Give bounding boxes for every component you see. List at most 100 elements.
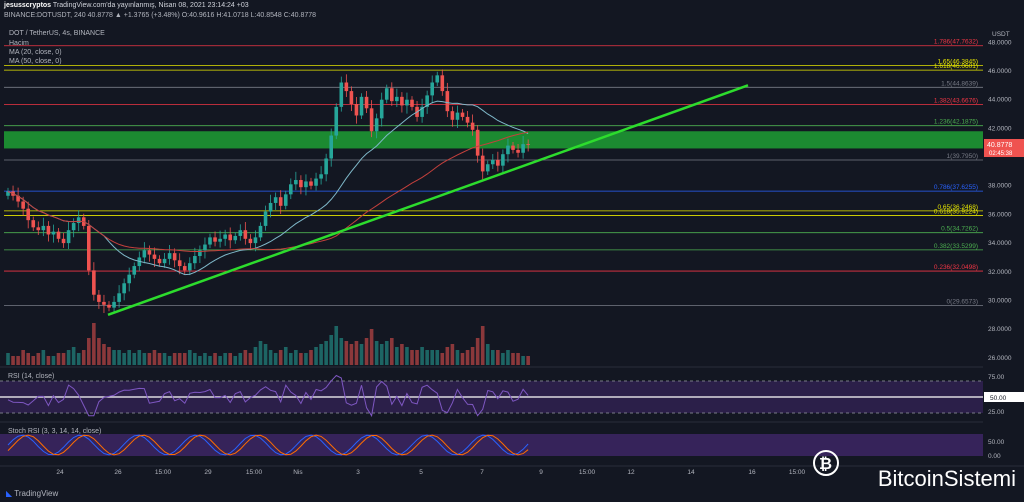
candle-body xyxy=(243,230,248,239)
stoch-label: Stoch RSI (3, 3, 14, 14, close) xyxy=(8,428,101,435)
x-tick-label: 9 xyxy=(539,469,543,476)
candle-body xyxy=(329,135,333,159)
volume-bar xyxy=(289,353,293,365)
volume-bar xyxy=(81,350,86,365)
stoch-d-line xyxy=(7,434,529,456)
volume-bar xyxy=(147,353,152,365)
candle-body xyxy=(400,96,404,106)
candle-body xyxy=(263,211,268,226)
candle-body xyxy=(6,191,10,196)
y-tick-label: 38.0000 xyxy=(988,183,1012,190)
volume-bar xyxy=(223,353,227,365)
time-axis[interactable]: 24 26 15:00 29 15:00 Nis 3 5 7 9 15:00 12 14 16 15:00 xyxy=(56,469,805,476)
candle-body xyxy=(177,260,182,267)
y-tick-label: 26.0000 xyxy=(988,355,1012,362)
volume-bar xyxy=(213,353,217,365)
candle-body xyxy=(46,225,51,235)
volume-bar xyxy=(243,350,248,365)
volume-bar xyxy=(162,353,167,365)
candle-body xyxy=(324,158,328,175)
x-tick-label: Nis xyxy=(293,469,303,476)
volume-bar xyxy=(405,347,409,365)
volume-bar xyxy=(142,353,147,365)
stoch-rsi-pane[interactable]: Stoch RSI (3, 3, 14, 14, close) 50.00 0.… xyxy=(0,421,1005,460)
candle-body xyxy=(167,253,172,259)
volume-bar xyxy=(455,350,460,365)
candle-body xyxy=(480,155,485,172)
volume-bar xyxy=(334,326,339,365)
volume-bar xyxy=(228,353,232,365)
candle-body xyxy=(460,112,465,117)
candle-body xyxy=(405,99,409,106)
volume-bar xyxy=(415,350,419,365)
volume-bar xyxy=(61,353,66,365)
candle-body xyxy=(496,159,500,166)
legend-symbol[interactable]: DOT / TetherUS, 4s, BINANCE xyxy=(9,30,105,37)
rsi-top-label: 75.00 xyxy=(988,374,1005,381)
candle-body xyxy=(268,202,273,212)
x-tick-label: 29 xyxy=(204,469,212,476)
volume-bar xyxy=(258,341,263,365)
volume-bar xyxy=(71,347,76,365)
volume-bar xyxy=(51,356,56,365)
volume-bar xyxy=(450,344,455,365)
x-tick-label: 15:00 xyxy=(246,469,263,476)
volume-bar xyxy=(506,350,510,365)
volume-bar xyxy=(475,338,480,365)
volume-bar xyxy=(208,356,212,365)
volume-bar xyxy=(21,350,25,365)
candle-body xyxy=(36,227,41,231)
legend-ma50[interactable]: MA (50, close, 0) xyxy=(9,58,62,65)
x-tick-label: 12 xyxy=(627,469,635,476)
candle-body xyxy=(470,122,475,130)
svg-text:₿: ₿ xyxy=(819,455,832,473)
rsi-pane[interactable]: RSI (14, close) 75.00 50.00 25.00 xyxy=(0,366,1024,418)
fib-retracement[interactable]: 1.786(47.7632) 1.65(46.3845)1.618(46.0601… xyxy=(4,39,983,306)
volume-bar xyxy=(526,356,530,365)
y-tick-label: 32.0000 xyxy=(988,269,1012,276)
candle-body xyxy=(157,258,162,264)
legend-ma20[interactable]: MA (20, close, 0) xyxy=(9,49,62,56)
fib-label-7: 0.786(37.6255) xyxy=(934,184,978,191)
current-price: 40.8778 xyxy=(987,142,1012,149)
x-tick-label: 7 xyxy=(480,469,484,476)
candle-body xyxy=(87,225,91,271)
volume-bar xyxy=(430,350,434,365)
volume-bar xyxy=(122,353,126,365)
legend-volume[interactable]: Hacim xyxy=(9,40,29,47)
countdown: 02:45:38 xyxy=(989,151,1013,157)
x-tick-label: 15:00 xyxy=(789,469,806,476)
volume-bar xyxy=(420,347,424,365)
fib-label-11: 0.382(33.5299) xyxy=(934,243,978,250)
support-zone[interactable] xyxy=(4,131,983,149)
candle-body xyxy=(319,174,323,179)
x-tick-label: 15:00 xyxy=(155,469,172,476)
volume-bar xyxy=(6,353,10,365)
candle-body xyxy=(369,108,374,132)
candle-body xyxy=(253,237,258,244)
volume-bar xyxy=(66,350,71,365)
volume-bar xyxy=(339,338,344,365)
volume-bar xyxy=(16,356,20,365)
volume-bar xyxy=(400,344,404,365)
volume-bar xyxy=(294,350,298,365)
volume-bar xyxy=(238,353,243,365)
fib-label-13: 0(29.6573) xyxy=(947,298,978,305)
candle-body xyxy=(218,238,222,242)
trendline[interactable] xyxy=(107,84,749,316)
x-tick-label: 16 xyxy=(748,469,756,476)
candle-body xyxy=(334,106,339,136)
volume-bar xyxy=(364,338,369,365)
candle-body xyxy=(304,181,308,188)
candle-body xyxy=(390,88,394,102)
volume-bar xyxy=(97,338,101,365)
fib-label-10: 0.5(34.7262) xyxy=(941,226,978,233)
candle-body xyxy=(349,91,354,105)
volume-bar xyxy=(76,353,81,365)
price-axis[interactable]: 48.0000 46.0000 44.0000 42.0000 38.0000 36.00… xyxy=(988,39,1012,361)
tradingview-brand[interactable]: ◣ TradingView xyxy=(6,489,58,498)
x-tick-label: 5 xyxy=(419,469,423,476)
volume-bar xyxy=(460,353,465,365)
x-tick-label: 26 xyxy=(114,469,122,476)
